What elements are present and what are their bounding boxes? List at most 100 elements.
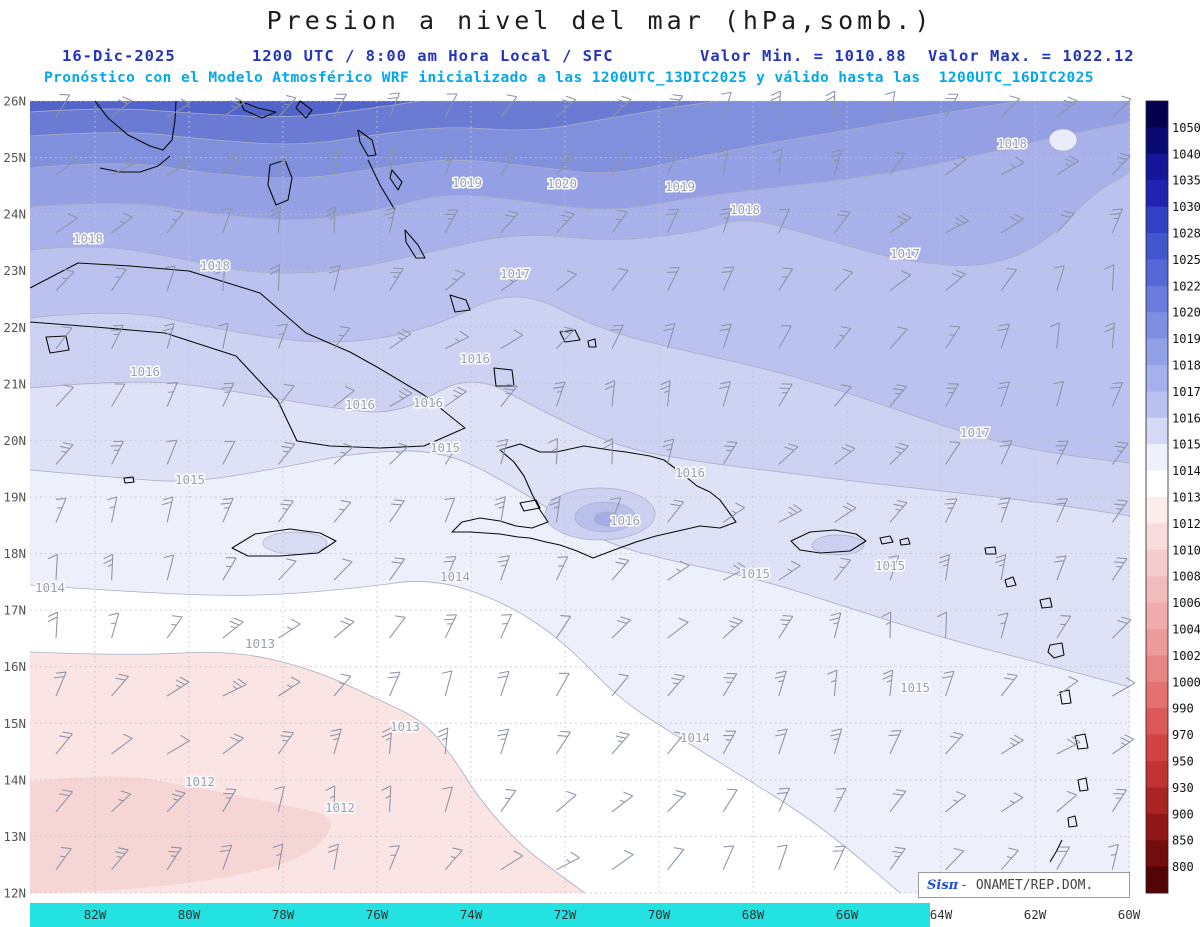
wind-barb <box>333 617 355 639</box>
wind-barb <box>55 268 75 292</box>
contour-line-1016 <box>29 381 1131 517</box>
wind-barb <box>778 325 792 349</box>
lon-tick-label: 60W <box>1118 907 1141 922</box>
wind-barb <box>945 383 959 407</box>
wind-barb <box>500 210 519 234</box>
wind-barb <box>778 560 801 581</box>
wind-barb <box>47 553 58 581</box>
wind-barb <box>219 844 233 870</box>
wind-barb <box>444 497 456 523</box>
contour-line-1019 <box>29 121 1131 220</box>
contour-line-1013 <box>29 651 586 894</box>
contour-label: 1018 <box>730 202 760 217</box>
colorbar-segment <box>1146 338 1168 366</box>
colorbar-frame <box>1145 100 1169 894</box>
wind-barb <box>722 845 735 870</box>
wind-barb <box>1000 673 1018 697</box>
lon-tick-label: 76W <box>366 907 389 922</box>
contour-label: 1012 <box>185 774 215 789</box>
footer-strip <box>30 903 930 927</box>
coastline <box>389 169 403 191</box>
lat-tick-label: 22N <box>3 320 26 335</box>
wind-barb <box>278 558 297 581</box>
wind-barb <box>1056 676 1079 697</box>
forecast-date: 16-Dic-2025 <box>62 47 176 65</box>
wind-barb <box>778 267 794 291</box>
wind-barb <box>277 323 288 349</box>
colorbar-label: 1008 <box>1172 570 1200 584</box>
wind-barb <box>55 789 73 813</box>
wind-barb <box>1110 208 1124 234</box>
wind-barb <box>166 156 190 176</box>
wind-barb <box>108 612 120 639</box>
wind-barb <box>278 618 301 639</box>
wind-barb <box>834 443 856 465</box>
wind-barb <box>889 846 906 871</box>
lon-tick-label: 82W <box>84 907 107 922</box>
coastline <box>451 443 737 559</box>
wind-barb <box>611 210 628 234</box>
colorbar-segment <box>1146 233 1168 260</box>
wind-barb <box>942 670 955 697</box>
wind-barb <box>333 499 352 523</box>
wind-barb <box>721 91 732 118</box>
wind-barb <box>161 496 174 523</box>
wind-barb <box>1112 677 1136 697</box>
wind-barb <box>328 264 341 291</box>
wind-barb <box>444 386 467 407</box>
wind-barb <box>166 735 190 755</box>
colorbar-label: 1017 <box>1172 385 1200 399</box>
wind-barb <box>778 208 790 234</box>
wind-barb <box>610 497 622 523</box>
wind-barb <box>777 844 788 870</box>
wind-barb <box>1054 265 1065 291</box>
coastline <box>404 229 426 259</box>
contour-label: 1012 <box>325 800 355 815</box>
wind-barb <box>834 268 854 292</box>
wind-barb <box>53 671 67 697</box>
colorbar-label: 1010 <box>1172 543 1200 557</box>
wind-barb <box>945 731 964 755</box>
wind-barb <box>166 439 178 465</box>
colorbar-label: 900 <box>1172 807 1194 821</box>
wind-barb <box>721 266 735 291</box>
contour-label: 1018 <box>200 258 230 273</box>
wind-barb <box>888 729 902 755</box>
wind-barb <box>166 615 183 639</box>
colorbar-segment <box>1146 127 1168 155</box>
wind-barb <box>945 847 965 871</box>
wind-barb <box>1055 440 1069 465</box>
wind-barb <box>166 789 186 813</box>
colorbar-label: 1035 <box>1172 174 1200 188</box>
coastline <box>879 535 894 545</box>
wind-barb <box>111 383 126 407</box>
colorbar-label: 850 <box>1172 834 1194 848</box>
lon-tick-label: 72W <box>554 907 577 922</box>
colorbar-segment <box>1146 629 1168 656</box>
wind-barb <box>945 791 967 813</box>
colorbar-segment <box>1146 523 1168 551</box>
wind-barb <box>111 157 136 176</box>
colorbar-segment <box>1146 101 1168 128</box>
wind-barb <box>833 210 851 234</box>
lat-tick-label: 21N <box>3 376 26 391</box>
contour-label: 1014 <box>440 569 470 584</box>
wind-barb <box>500 151 516 176</box>
wind-barb <box>832 845 846 870</box>
coastline <box>367 159 396 211</box>
colorbar-segment <box>1146 681 1168 709</box>
wind-barb <box>389 845 400 870</box>
watermark-brand: Sisπ <box>927 877 959 893</box>
wind-barb <box>500 329 524 350</box>
wind-barb <box>889 384 907 407</box>
wind-barb <box>103 553 114 581</box>
wind-barb <box>496 438 509 465</box>
wind-barb <box>500 383 518 407</box>
wind-barb <box>278 676 301 697</box>
wind-barb <box>775 728 788 755</box>
wind-barb <box>945 93 959 118</box>
lat-tick-label: 24N <box>3 207 26 222</box>
wind-barb <box>722 730 737 755</box>
wind-barb <box>722 616 743 639</box>
contour-label: 1015 <box>900 680 930 695</box>
